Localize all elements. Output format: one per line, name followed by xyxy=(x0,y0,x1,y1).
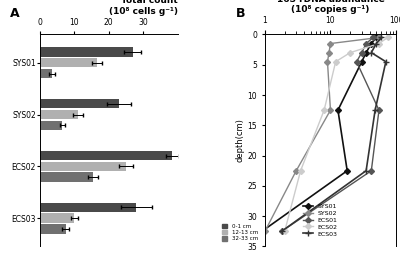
SYS01 xyxy=(369,42,374,45)
ECS03 xyxy=(364,169,368,172)
SYS02 xyxy=(376,36,381,39)
SYS02 xyxy=(327,51,332,54)
Bar xyxy=(40,162,126,171)
Text: Total count
(10⁸ cells g⁻¹): Total count (10⁸ cells g⁻¹) xyxy=(109,0,178,16)
SYS02 xyxy=(262,230,267,233)
SYS02 xyxy=(328,109,333,112)
SYS02 xyxy=(328,42,333,45)
ECS01 xyxy=(364,42,368,45)
Bar xyxy=(40,58,97,68)
ECS02 xyxy=(376,42,381,45)
ECS01 xyxy=(369,169,374,172)
Bar xyxy=(40,69,52,78)
ECS02 xyxy=(298,169,303,172)
Line: SYS02: SYS02 xyxy=(263,36,381,233)
Bar xyxy=(40,121,62,130)
Y-axis label: depth(cm): depth(cm) xyxy=(236,118,245,162)
Line: ECS01: ECS01 xyxy=(280,36,381,233)
Line: ECS03: ECS03 xyxy=(278,34,389,235)
SYS02 xyxy=(325,60,330,63)
Bar xyxy=(40,202,136,212)
ECS02 xyxy=(322,109,326,112)
SYS01 xyxy=(359,60,364,63)
Bar xyxy=(40,173,93,182)
SYS01 xyxy=(336,109,340,112)
ECS02 xyxy=(348,51,352,54)
ECS03 xyxy=(384,60,388,63)
ECS03 xyxy=(369,51,374,54)
Line: SYS01: SYS01 xyxy=(260,36,378,233)
ECS02 xyxy=(282,230,287,233)
ECS03 xyxy=(279,230,284,233)
ECS01 xyxy=(376,109,381,112)
SYS02 xyxy=(294,169,299,172)
ECS03 xyxy=(379,36,384,39)
SYS01 xyxy=(374,36,379,39)
SYS01 xyxy=(345,169,350,172)
ECS01 xyxy=(359,51,364,54)
ECS02 xyxy=(333,60,338,63)
Title: 16S rDNA abundance
(10⁸ copies g⁻¹): 16S rDNA abundance (10⁸ copies g⁻¹) xyxy=(276,0,384,14)
Bar xyxy=(40,110,78,119)
SYS01 xyxy=(260,230,264,233)
Bar xyxy=(40,224,66,234)
Bar xyxy=(40,99,119,108)
Bar xyxy=(40,151,172,160)
ECS02 xyxy=(386,36,390,39)
ECS01 xyxy=(371,36,376,39)
Text: B: B xyxy=(236,7,246,20)
ECS03 xyxy=(374,42,379,45)
ECS01 xyxy=(354,60,359,63)
ECS01 xyxy=(279,230,284,233)
Bar xyxy=(40,213,74,223)
Line: ECS02: ECS02 xyxy=(282,36,390,233)
Legend: 0-1 cm, 12-13 cm, 32-33 cm: 0-1 cm, 12-13 cm, 32-33 cm xyxy=(220,222,260,244)
ECS03 xyxy=(373,109,378,112)
Legend: SYS01, SYS02, ECS01, ECS02, ECS03: SYS01, SYS02, ECS01, ECS02, ECS03 xyxy=(301,201,340,239)
Bar xyxy=(40,47,133,57)
Text: A: A xyxy=(10,7,19,20)
SYS01 xyxy=(364,51,368,54)
